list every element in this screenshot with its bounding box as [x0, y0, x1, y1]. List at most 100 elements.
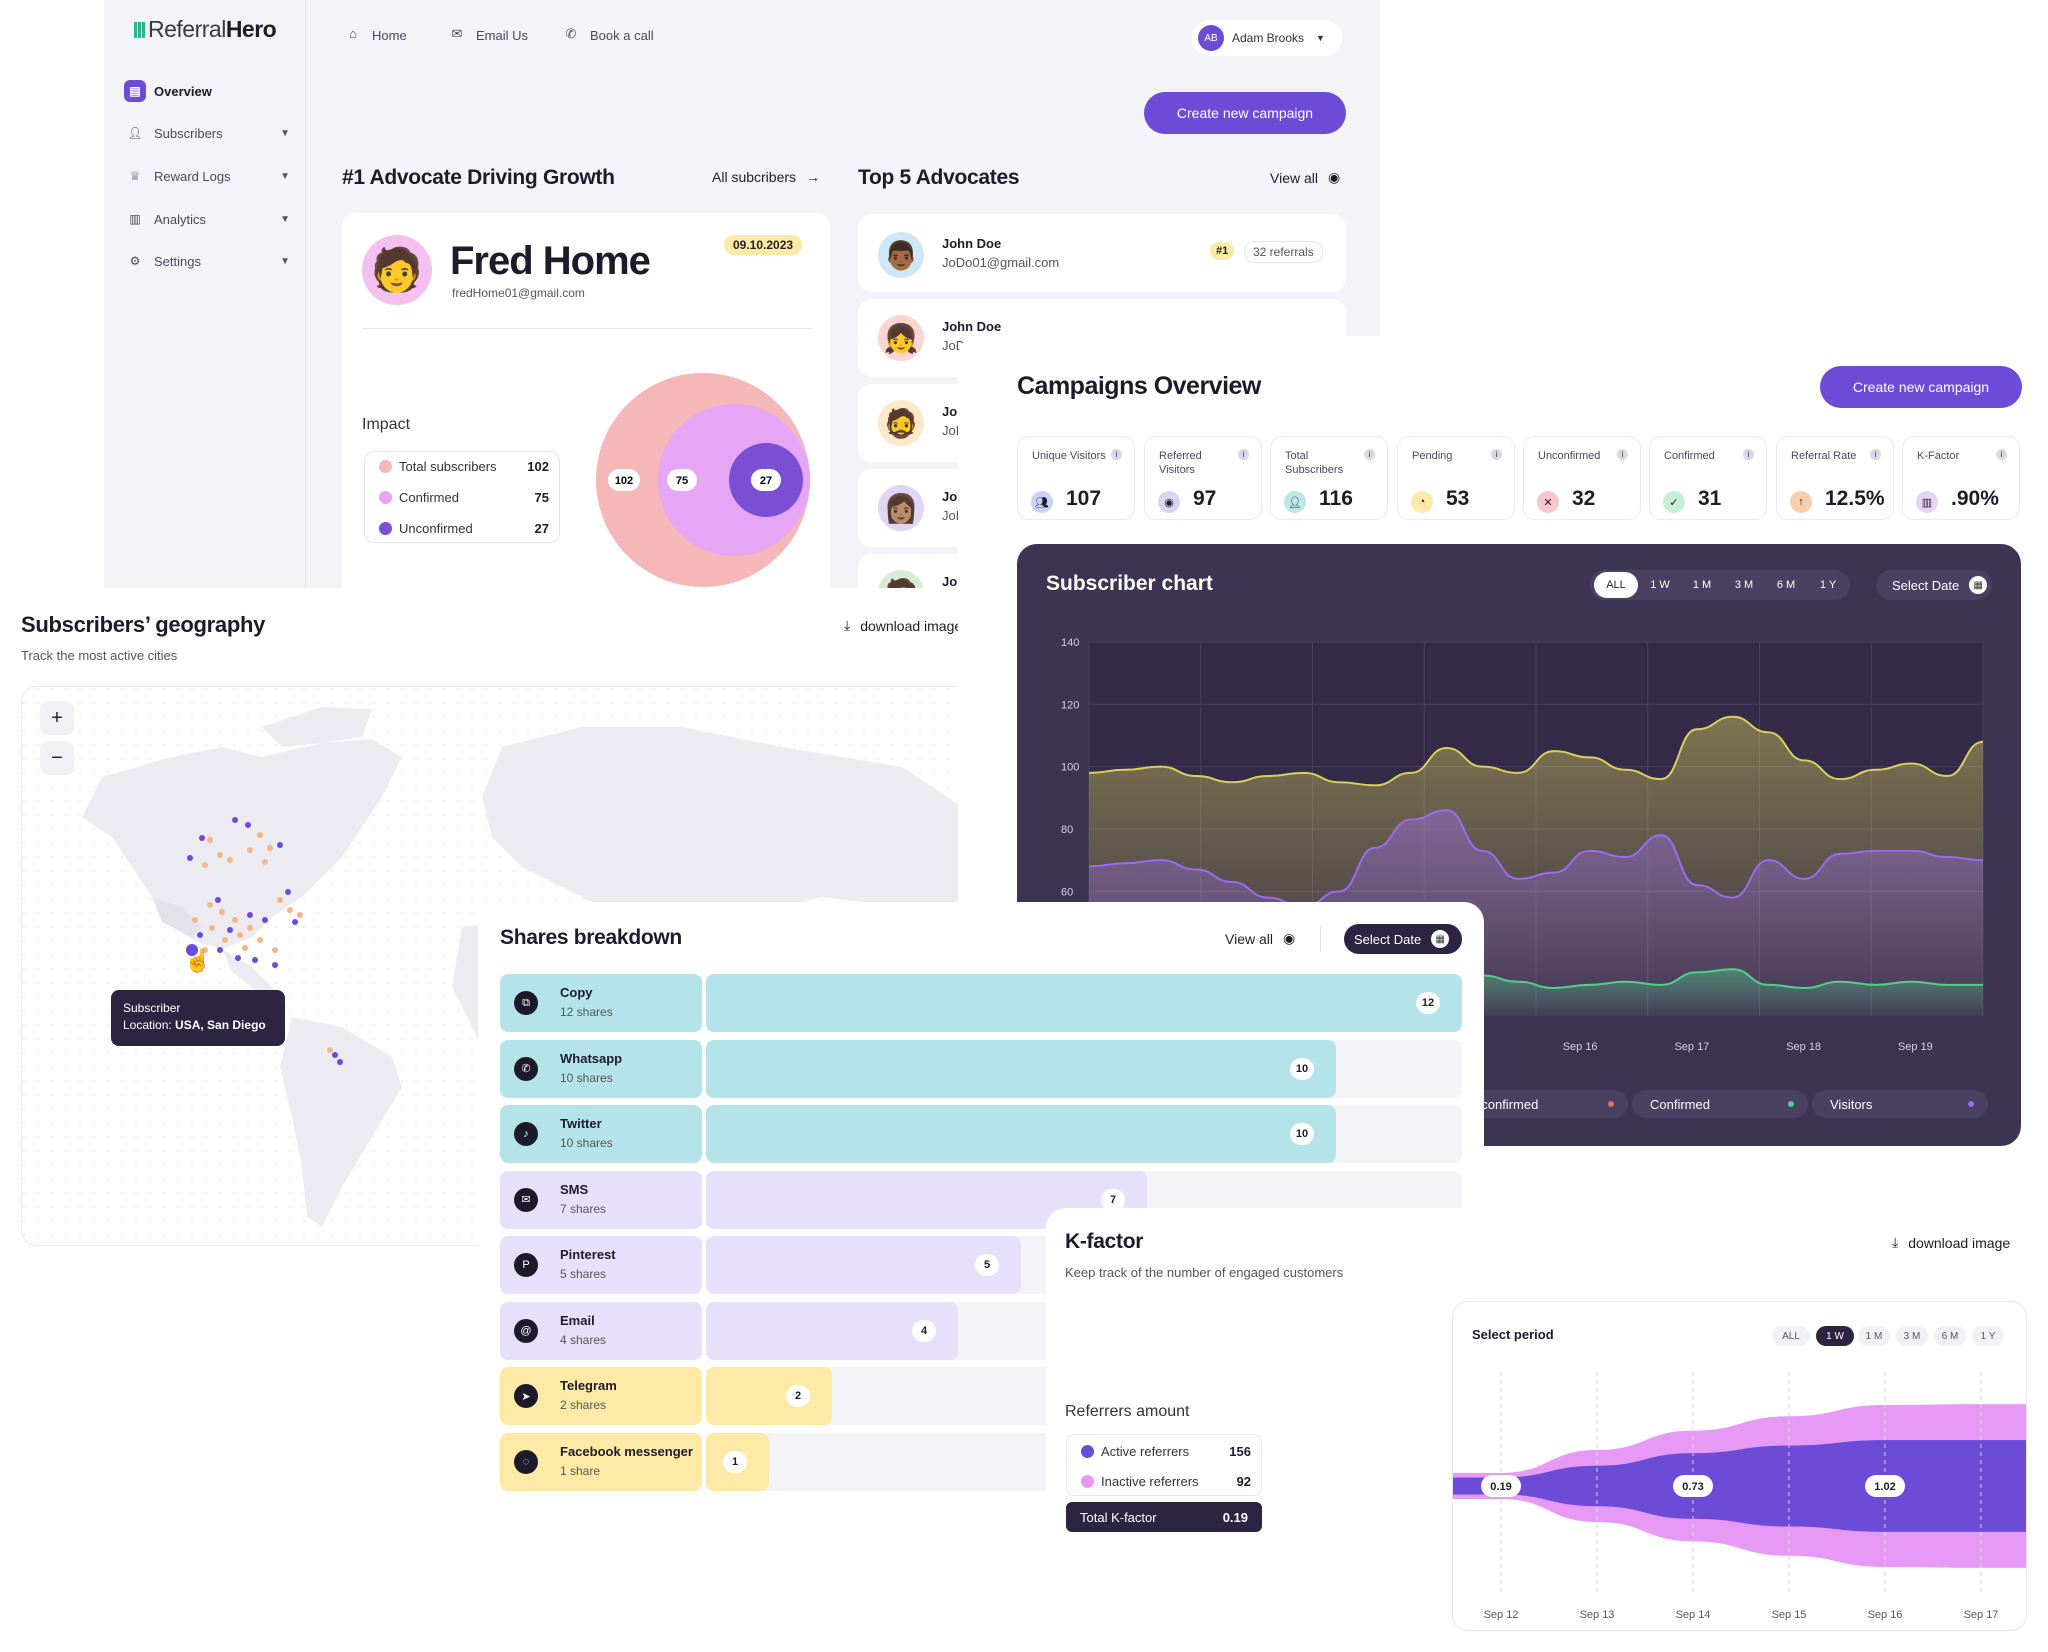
topnav-book-call[interactable]: ✆ Book a call: [562, 26, 654, 44]
sidebar: ReferralHero ▤ Overview 👤︎ Subscribers ▼ ♕ R…: [104, 0, 306, 590]
legend-visitors[interactable]: Visitors: [1812, 1090, 1988, 1118]
y-tick-label: 100: [1061, 762, 1079, 774]
kfactor-subtitle: Keep track of the number of engaged cust…: [1065, 1265, 1344, 1280]
info-icon[interactable]: i: [1364, 449, 1375, 460]
kfactor-point-bg: [1865, 1475, 1905, 1497]
kperiod-1y[interactable]: 1 Y: [1972, 1326, 2004, 1346]
shares-title: Shares breakdown: [500, 926, 682, 949]
referrers-title: Referrers amount: [1065, 1403, 1190, 1420]
stat-referral-rate: Referral Rate i ↑ 12.5%: [1776, 436, 1894, 520]
share-value: 4: [912, 1319, 936, 1342]
sidebar-item-reward-logs[interactable]: ♕ Reward Logs ▼: [124, 161, 290, 191]
x-tick-label: Sep 13: [1580, 1609, 1615, 1621]
info-icon[interactable]: i: [1996, 449, 2007, 460]
period-all[interactable]: ALL: [1594, 572, 1638, 598]
all-subscribers-link[interactable]: All subcribers →: [712, 169, 821, 185]
kfactor-download-button[interactable]: ⤓ download image: [1892, 1234, 2011, 1251]
stat-referred-visitors: Referred Visitors i ◉ 97: [1144, 436, 1262, 520]
whatsapp-icon: ✆: [514, 1056, 538, 1081]
arrow-up-icon: ↑: [1790, 491, 1812, 513]
share-row[interactable]: ♪ Twitter 10 shares 10: [500, 1105, 1462, 1163]
legend-unconfirmed[interactable]: nconfirmed: [1460, 1090, 1628, 1118]
info-icon[interactable]: i: [1870, 449, 1881, 460]
share-row[interactable]: ✉ SMS 7 shares 7: [500, 1170, 1462, 1229]
impact-value-total: 102: [615, 475, 633, 487]
referrals-badge: 32 referrals: [1244, 241, 1323, 263]
landmass-north-america: [82, 739, 402, 949]
messenger-icon: ◌: [514, 1449, 538, 1474]
share-value: 5: [975, 1254, 999, 1276]
kperiod-3m[interactable]: 3 M: [1896, 1326, 1928, 1346]
period-1w[interactable]: 1 W: [1650, 579, 1670, 591]
topnav-home[interactable]: ⌂ Home: [344, 26, 407, 44]
info-icon[interactable]: i: [1491, 449, 1502, 460]
share-row[interactable]: ✆ Whatsapp 10 shares 10: [500, 1039, 1462, 1098]
x-tick-label: Sep 19: [1898, 1041, 1933, 1053]
info-icon[interactable]: i: [1111, 449, 1122, 460]
share-count: 12 shares: [560, 1005, 613, 1019]
share-channel-name: Copy: [560, 985, 593, 1000]
sidebar-item-subscribers[interactable]: 👤︎ Subscribers ▼: [124, 118, 290, 148]
landmass-europe-asia: [482, 727, 980, 946]
shares-select-date-button[interactable]: Select Date ▦: [1344, 924, 1462, 954]
legend-inactive-referrers: Inactive referrers 92: [1081, 1471, 1251, 1491]
share-track: 12: [706, 974, 1462, 1032]
user-menu[interactable]: AB Adam Brooks ▼: [1192, 20, 1342, 56]
sidebar-item-settings[interactable]: ⚙ Settings ▼: [124, 246, 290, 276]
logo[interactable]: ReferralHero: [134, 16, 277, 43]
create-campaign-button[interactable]: Create new campaign: [1144, 92, 1346, 134]
select-date-button[interactable]: Select Date ▦: [1876, 570, 1992, 600]
kfactor-point-label: 0.73: [1682, 1481, 1703, 1493]
view-all-advocates-link[interactable]: View all ◉: [1270, 169, 1341, 186]
kperiod-6m[interactable]: 6 M: [1934, 1326, 1966, 1346]
sms-icon: ✉: [514, 1187, 538, 1212]
eye-icon: ◉: [1158, 491, 1180, 513]
impact-legend: Total subscribers 102 Confirmed 75 Unconfi…: [364, 451, 560, 543]
home-icon: ⌂: [349, 26, 357, 41]
copy-icon: ⧉: [514, 991, 538, 1015]
eye-icon: ◉: [1328, 169, 1341, 185]
share-channel-name: Facebook messenger: [560, 1443, 693, 1459]
share-count: 5 shares: [560, 1267, 607, 1281]
kperiod-all[interactable]: ALL: [1772, 1326, 1810, 1346]
zoom-in-button[interactable]: +: [40, 701, 74, 735]
period-6m[interactable]: 6 M: [1776, 579, 1796, 591]
divider: [1320, 926, 1321, 952]
share-row[interactable]: ⧉ Copy 12 shares 12: [500, 974, 1462, 1032]
geography-title: Subscribers’ geography: [21, 612, 266, 637]
twitter-icon: ♪: [514, 1122, 538, 1146]
y-tick-label: 80: [1061, 824, 1073, 836]
advocate-row[interactable]: 👨🏾 John Doe JoDo01@gmail.com #1 32 refer…: [858, 214, 1346, 292]
info-icon[interactable]: i: [1743, 449, 1754, 460]
info-icon[interactable]: i: [1617, 449, 1628, 460]
share-count: 10 shares: [560, 1070, 613, 1085]
kperiod-1w[interactable]: 1 W: [1816, 1326, 1854, 1346]
check-icon: ✓: [1663, 491, 1685, 513]
period-1m[interactable]: 1 M: [1692, 579, 1712, 591]
create-campaign-button[interactable]: Create new campaign: [1820, 366, 2022, 408]
impact-label-bg: [667, 469, 697, 491]
period-3m[interactable]: 3 M: [1734, 579, 1754, 591]
chevron-down-icon: ▼: [280, 127, 290, 139]
share-label: ⧉ Copy 12 shares: [500, 974, 702, 1032]
share-bar: [706, 1236, 1021, 1294]
impact-value-confirmed: 75: [676, 475, 688, 487]
stat-confirmed: Confirmed i ✓ 31: [1649, 436, 1767, 520]
zoom-out-button[interactable]: −: [40, 741, 74, 775]
period-1y[interactable]: 1 Y: [1819, 579, 1837, 591]
advocate-avatar: 🧑🏽: [878, 570, 924, 590]
share-count: 4 shares: [560, 1332, 607, 1347]
sidebar-item-analytics[interactable]: ▥ Analytics ▼: [124, 204, 290, 234]
user-icon: 👤︎: [127, 126, 143, 140]
info-icon[interactable]: i: [1238, 449, 1249, 460]
kfactor-chart-svg: Sep 12 Sep 13 Sep 14 Sep 15 Sep 16 Sep 17 0.19…: [1453, 1372, 2026, 1621]
legend-confirmed[interactable]: Confirmed: [1632, 1090, 1808, 1118]
kperiod-1m[interactable]: 1 M: [1858, 1326, 1890, 1346]
topnav-email-us[interactable]: ✉ Email Us: [448, 26, 528, 44]
x-tick-label: Sep 17: [1964, 1609, 1999, 1621]
geography-download-button[interactable]: ⤓ download image: [844, 617, 963, 634]
share-label: P Pinterest 5 shares: [500, 1236, 702, 1294]
sidebar-item-overview[interactable]: ▤ Overview: [124, 76, 290, 106]
shares-view-all[interactable]: View all ◉: [1225, 930, 1296, 947]
